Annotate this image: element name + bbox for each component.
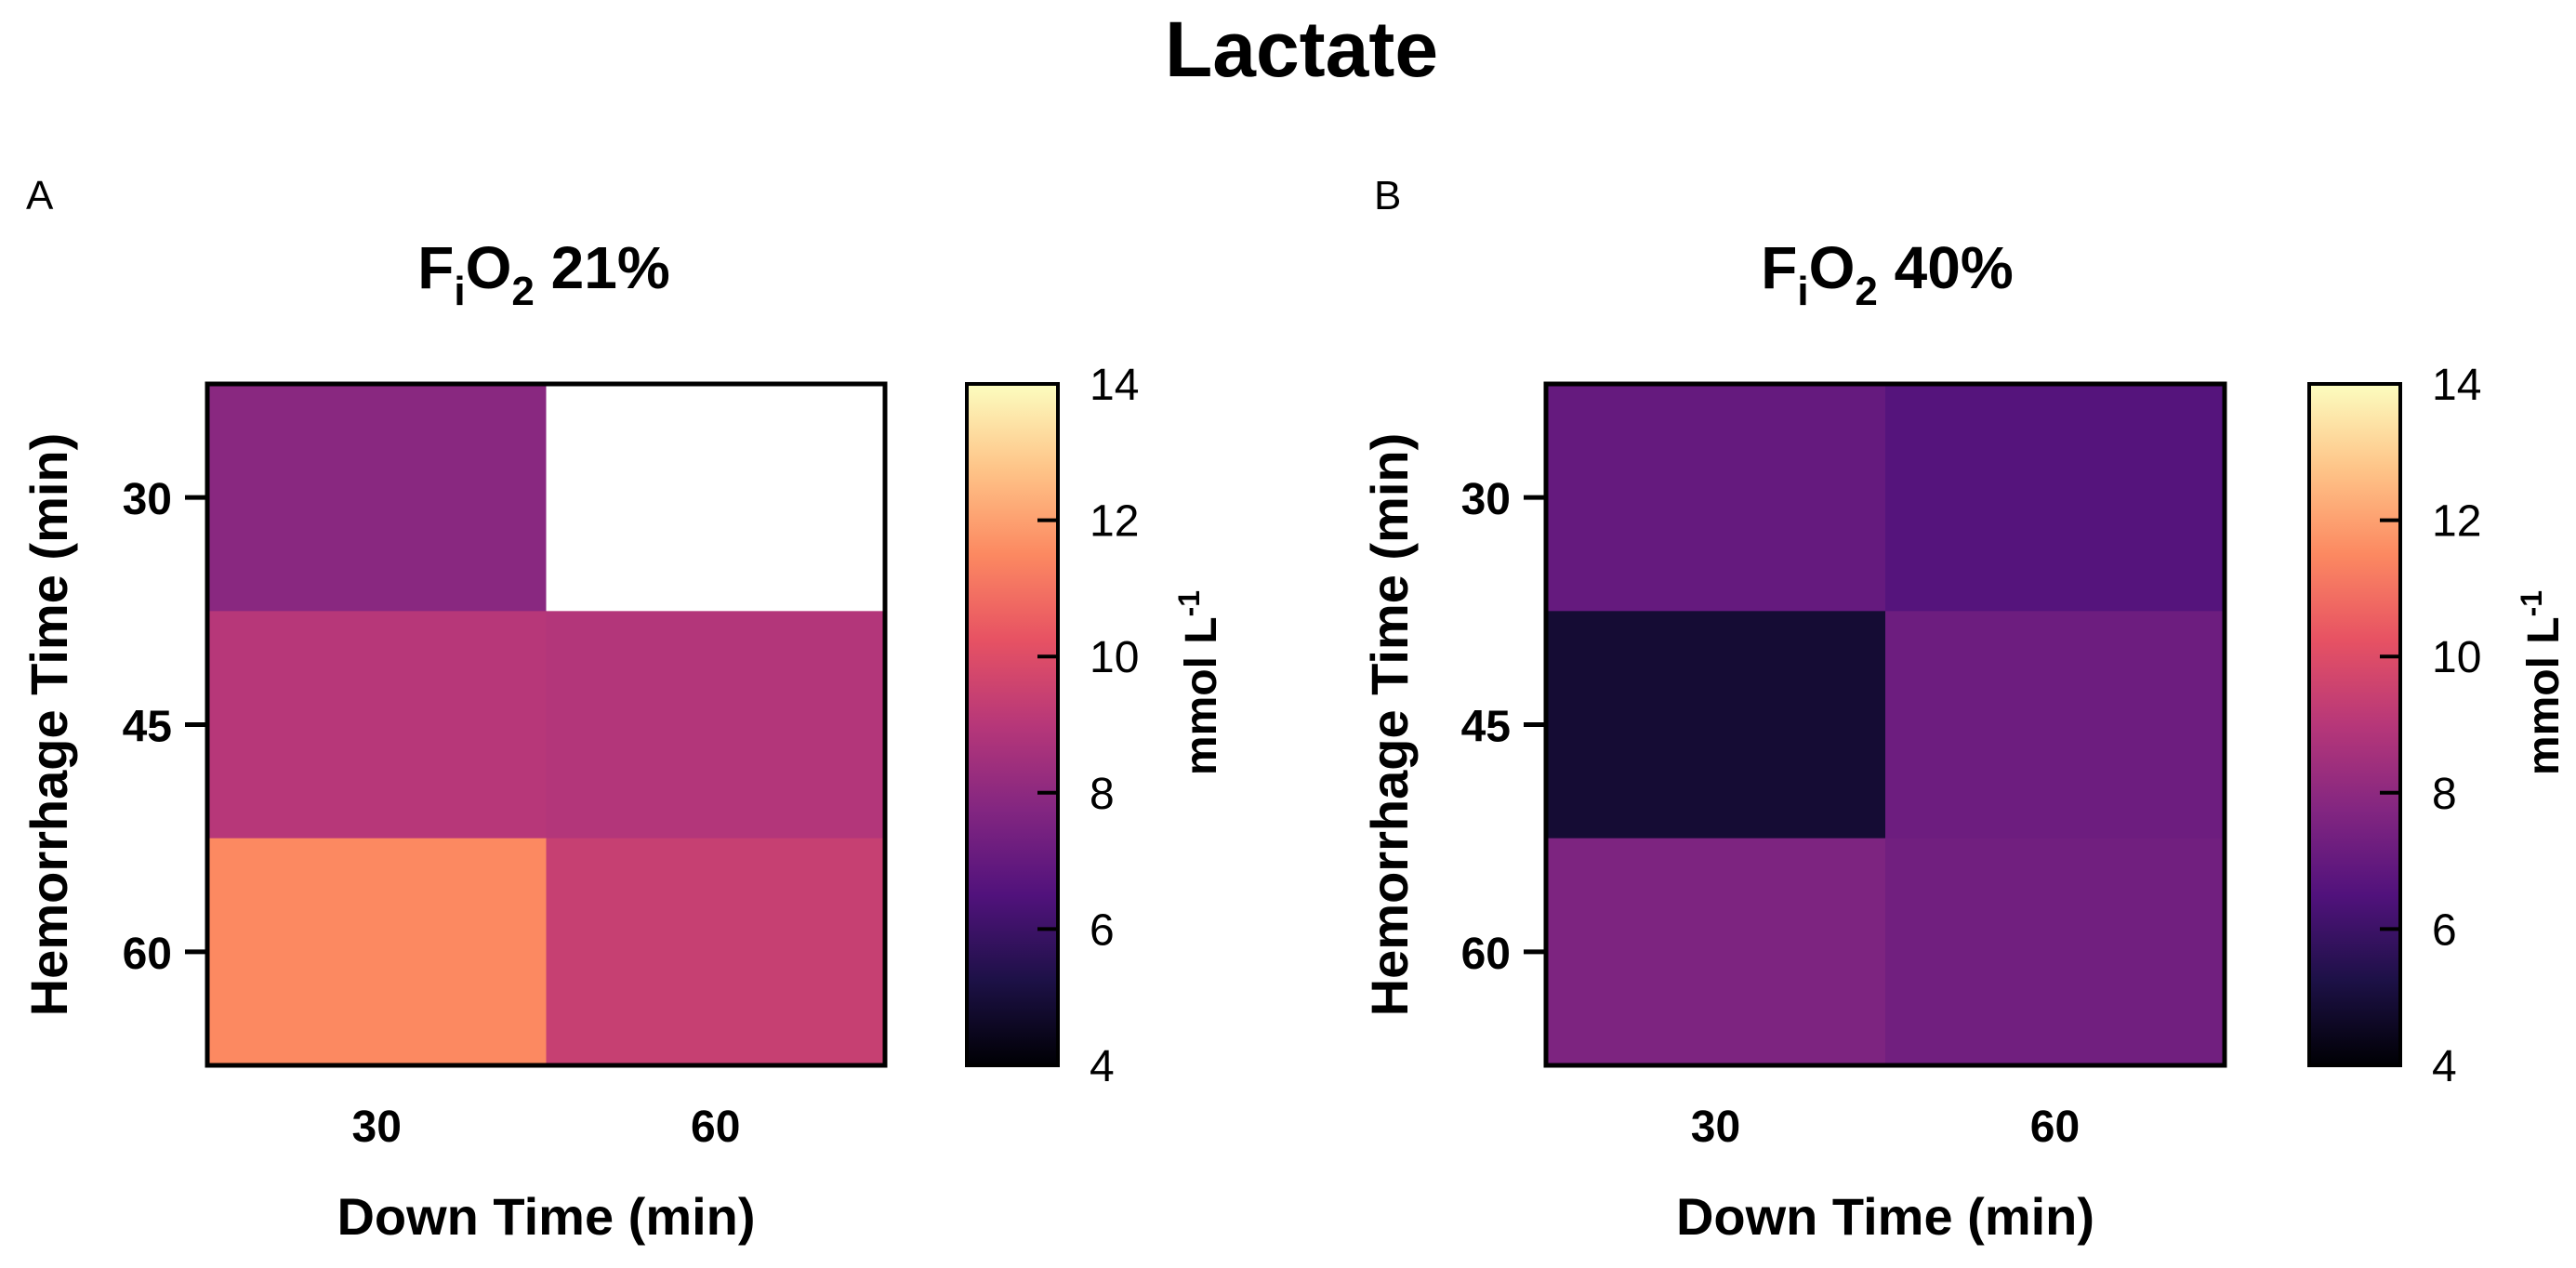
heatmap-cell-r45-c30 [1546,611,1886,839]
panel-title: FiO2 40% [1761,234,2013,314]
heatmap-cell-r30-c60 [546,384,886,612]
colorbar-tick-label: 6 [1090,905,1115,955]
panel-label: A [26,173,54,218]
x-tick-label: 30 [1691,1103,1740,1152]
figure-title: Lactate [1165,6,1438,93]
panel-title: FiO2 21% [417,234,669,314]
colorbar-label: mmol L-1 [1172,590,1226,775]
x-tick-label: 30 [352,1103,402,1152]
colorbar-tick-label: 10 [2432,633,2481,682]
x-tick-label: 60 [691,1103,740,1152]
colorbar-tick-label: 10 [1090,633,1139,682]
heatmap-cell-r45-c30 [207,611,547,839]
colorbar-tick-label: 6 [2432,905,2457,955]
y-axis-label: Hemorrhage Time (min) [1360,433,1419,1017]
colorbar-tick-label: 4 [1090,1042,1115,1091]
y-tick-label: 30 [1461,475,1511,524]
y-tick-label: 60 [123,930,172,979]
y-tick-label: 60 [1461,930,1511,979]
heatmap-cell-r30-c60 [1885,384,2226,612]
heatmap-cell-r30-c30 [207,384,547,612]
heatmap-cell-r30-c30 [1546,384,1886,612]
heatmap-cell-r60-c60 [546,838,886,1066]
colorbar-tick-label: 14 [2432,361,2481,410]
colorbar-tick-label: 8 [1090,770,1115,819]
colorbar-tick-label: 4 [2432,1042,2457,1091]
x-axis-label: Down Time (min) [1676,1187,2094,1246]
colorbar-tick-label: 12 [1090,497,1139,547]
x-tick-label: 60 [2030,1103,2080,1152]
x-axis-label: Down Time (min) [337,1187,755,1246]
panel-a: A FiO2 21% 30 45 60 30 60 Down Time (min) Hemorr… [20,173,1226,1246]
colorbar-tick-label: 8 [2432,770,2457,819]
colorbar-label: mmol L-1 [2515,590,2569,775]
panel-label: B [1374,173,1401,218]
y-tick-label: 45 [123,703,172,752]
y-tick-label: 30 [123,475,172,524]
heatmap-cell-r60-c60 [1885,838,2226,1066]
colorbar-tick-label: 14 [1090,361,1139,410]
y-axis-label: Hemorrhage Time (min) [20,433,78,1017]
panels: A FiO2 21% 30 45 60 30 60 Down Time (min) Hemorr… [20,173,2569,1246]
heatmap-cell-r45-c60 [546,611,886,839]
y-tick-label: 45 [1461,703,1511,752]
heatmap-cell-r45-c60 [1885,611,2226,839]
colorbar [965,382,1060,1067]
panel-b: B FiO2 40% 30 45 60 30 60 Down Time (min) Hemorr… [1360,173,2569,1246]
colorbar-tick-label: 12 [2432,497,2481,547]
heatmap-cell-r60-c30 [1546,838,1886,1066]
colorbar [2307,382,2402,1067]
heatmap-cell-r60-c30 [207,838,547,1066]
